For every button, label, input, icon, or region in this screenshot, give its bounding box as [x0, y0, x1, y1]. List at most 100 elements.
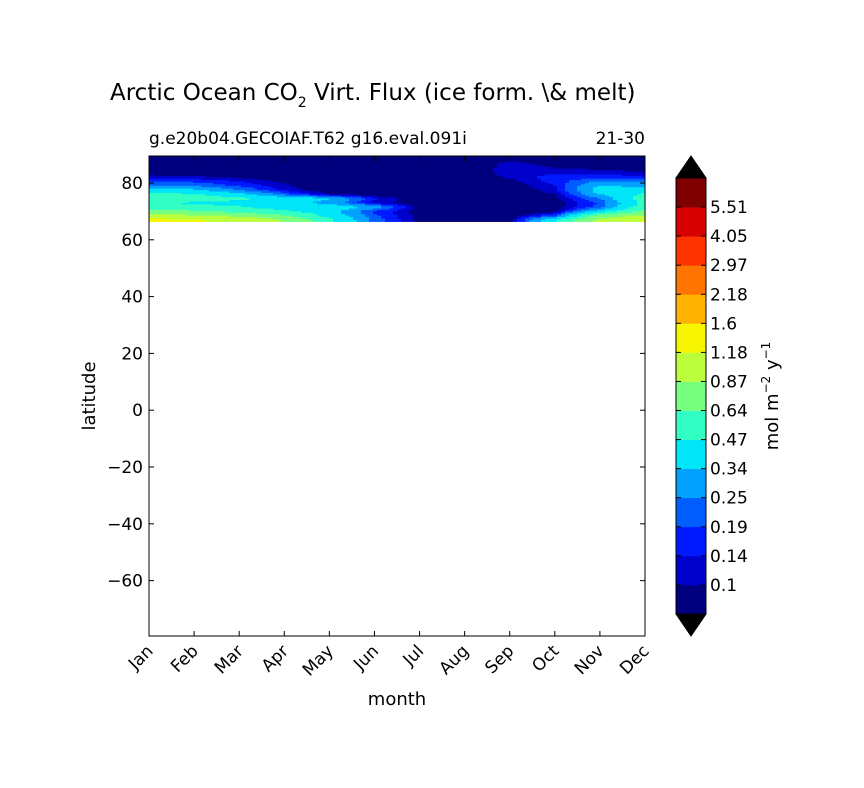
field-cell — [381, 209, 386, 212]
field-cell — [541, 209, 546, 212]
field-cell — [593, 178, 598, 181]
field-cell — [257, 185, 262, 188]
field-cell — [241, 181, 246, 184]
field-cell — [437, 156, 442, 159]
field-cell — [521, 207, 526, 210]
field-cell — [453, 201, 458, 204]
field-cell — [337, 161, 342, 164]
field-cell — [413, 171, 418, 174]
field-cell — [333, 205, 338, 208]
field-cell — [497, 173, 502, 176]
field-cell — [609, 209, 614, 212]
field-cell — [233, 165, 238, 168]
field-cell — [473, 187, 478, 190]
field-cell — [297, 182, 302, 185]
field-cell — [213, 173, 218, 176]
field-cell — [473, 165, 478, 168]
field-cell — [481, 207, 486, 210]
field-cell — [221, 170, 226, 173]
field-cell — [405, 165, 410, 168]
field-cell — [577, 160, 582, 163]
field-cell — [393, 167, 398, 170]
field-cell — [509, 163, 514, 166]
field-cell — [609, 182, 614, 185]
field-cell — [209, 160, 214, 163]
field-cell — [393, 158, 398, 161]
field-cell — [221, 185, 226, 188]
field-cell — [477, 198, 482, 201]
field-cell — [625, 195, 630, 198]
field-cell — [325, 204, 330, 207]
field-cell — [573, 194, 578, 197]
field-cell — [337, 209, 342, 212]
field-cell — [445, 160, 450, 163]
field-cell — [485, 190, 490, 193]
field-cell — [353, 168, 358, 171]
field-cell — [281, 160, 286, 163]
field-cell — [409, 167, 414, 170]
field-cell — [413, 158, 418, 161]
field-cell — [317, 175, 322, 178]
field-cell — [509, 175, 514, 178]
field-cell — [493, 185, 498, 188]
field-cell — [385, 181, 390, 184]
field-cell — [561, 161, 566, 164]
field-cell — [265, 188, 270, 191]
field-cell — [321, 180, 326, 183]
field-cell — [249, 160, 254, 163]
field-cell — [473, 175, 478, 178]
field-cell — [373, 195, 378, 198]
field-cell — [449, 211, 454, 214]
field-cell — [565, 174, 570, 177]
field-cell — [477, 184, 482, 187]
field-cell — [497, 157, 502, 160]
field-cell — [257, 175, 262, 178]
field-cell — [209, 202, 214, 205]
field-cell — [433, 156, 438, 159]
field-cell — [401, 191, 406, 194]
field-cell — [309, 181, 314, 184]
field-cell — [169, 194, 174, 197]
field-cell — [633, 171, 638, 174]
field-cell — [241, 177, 246, 180]
field-cell — [625, 161, 630, 164]
field-cell — [341, 175, 346, 178]
field-cell — [509, 174, 514, 177]
field-cell — [249, 177, 254, 180]
field-cell — [177, 185, 182, 188]
field-cell — [529, 180, 534, 183]
field-cell — [425, 167, 430, 170]
field-cell — [321, 190, 326, 193]
field-cell — [493, 178, 498, 181]
field-cell — [401, 205, 406, 208]
field-cell — [325, 182, 330, 185]
field-cell — [481, 173, 486, 176]
field-cell — [549, 204, 554, 207]
field-cell — [601, 198, 606, 201]
field-cell — [333, 174, 338, 177]
field-cell — [589, 202, 594, 205]
field-cell — [629, 204, 634, 207]
field-cell — [233, 190, 238, 193]
field-cell — [225, 191, 230, 194]
field-cell — [405, 208, 410, 211]
field-cell — [505, 181, 510, 184]
field-cell — [501, 156, 506, 159]
field-cell — [465, 167, 470, 170]
field-cell — [425, 171, 430, 174]
field-cell — [421, 168, 426, 171]
field-cell — [489, 170, 494, 173]
field-cell — [253, 212, 258, 215]
field-cell — [249, 170, 254, 173]
field-cell — [521, 211, 526, 214]
field-cell — [189, 198, 194, 201]
field-cell — [441, 211, 446, 214]
field-cell — [177, 165, 182, 168]
field-cell — [565, 177, 570, 180]
field-cell — [565, 164, 570, 167]
field-cell — [365, 173, 370, 176]
plot-background — [149, 156, 645, 636]
field-cell — [469, 170, 474, 173]
field-cell — [397, 211, 402, 214]
field-cell — [601, 165, 606, 168]
